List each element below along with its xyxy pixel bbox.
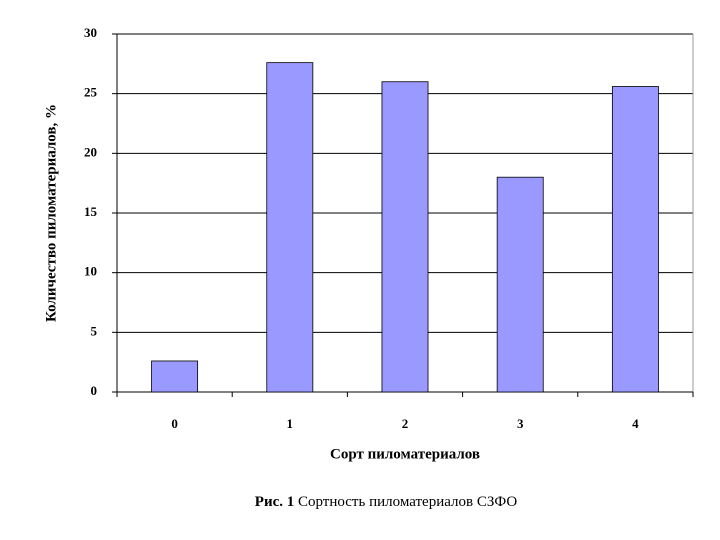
x-tick-label: 3	[517, 416, 524, 431]
x-tick-label: 0	[171, 416, 178, 431]
bar	[611, 86, 659, 393]
bar	[266, 62, 314, 393]
y-tick-label: 5	[91, 323, 98, 338]
y-axis-label: Количество пиломатериалов, %	[43, 104, 59, 322]
x-tick-label: 4	[632, 416, 639, 431]
y-tick-label: 10	[84, 264, 97, 279]
y-tick-label: 25	[84, 85, 98, 100]
bar	[381, 81, 429, 393]
bar	[496, 176, 544, 393]
caption: Рис. 1 Сортность пиломатериалов СЗФО	[255, 494, 518, 510]
caption-text: Сортность пиломатериалов СЗФО	[298, 494, 517, 510]
x-tick-label: 2	[402, 416, 409, 431]
y-tick-label: 15	[84, 204, 98, 219]
bar	[151, 360, 199, 393]
y-tick-label: 0	[91, 383, 98, 398]
x-axis-label: Сорт пиломатериалов	[330, 446, 480, 462]
caption-label: Рис. 1	[255, 494, 294, 510]
y-tick-label: 30	[84, 25, 97, 40]
y-tick-label: 20	[84, 144, 97, 159]
x-tick-label: 1	[287, 416, 294, 431]
